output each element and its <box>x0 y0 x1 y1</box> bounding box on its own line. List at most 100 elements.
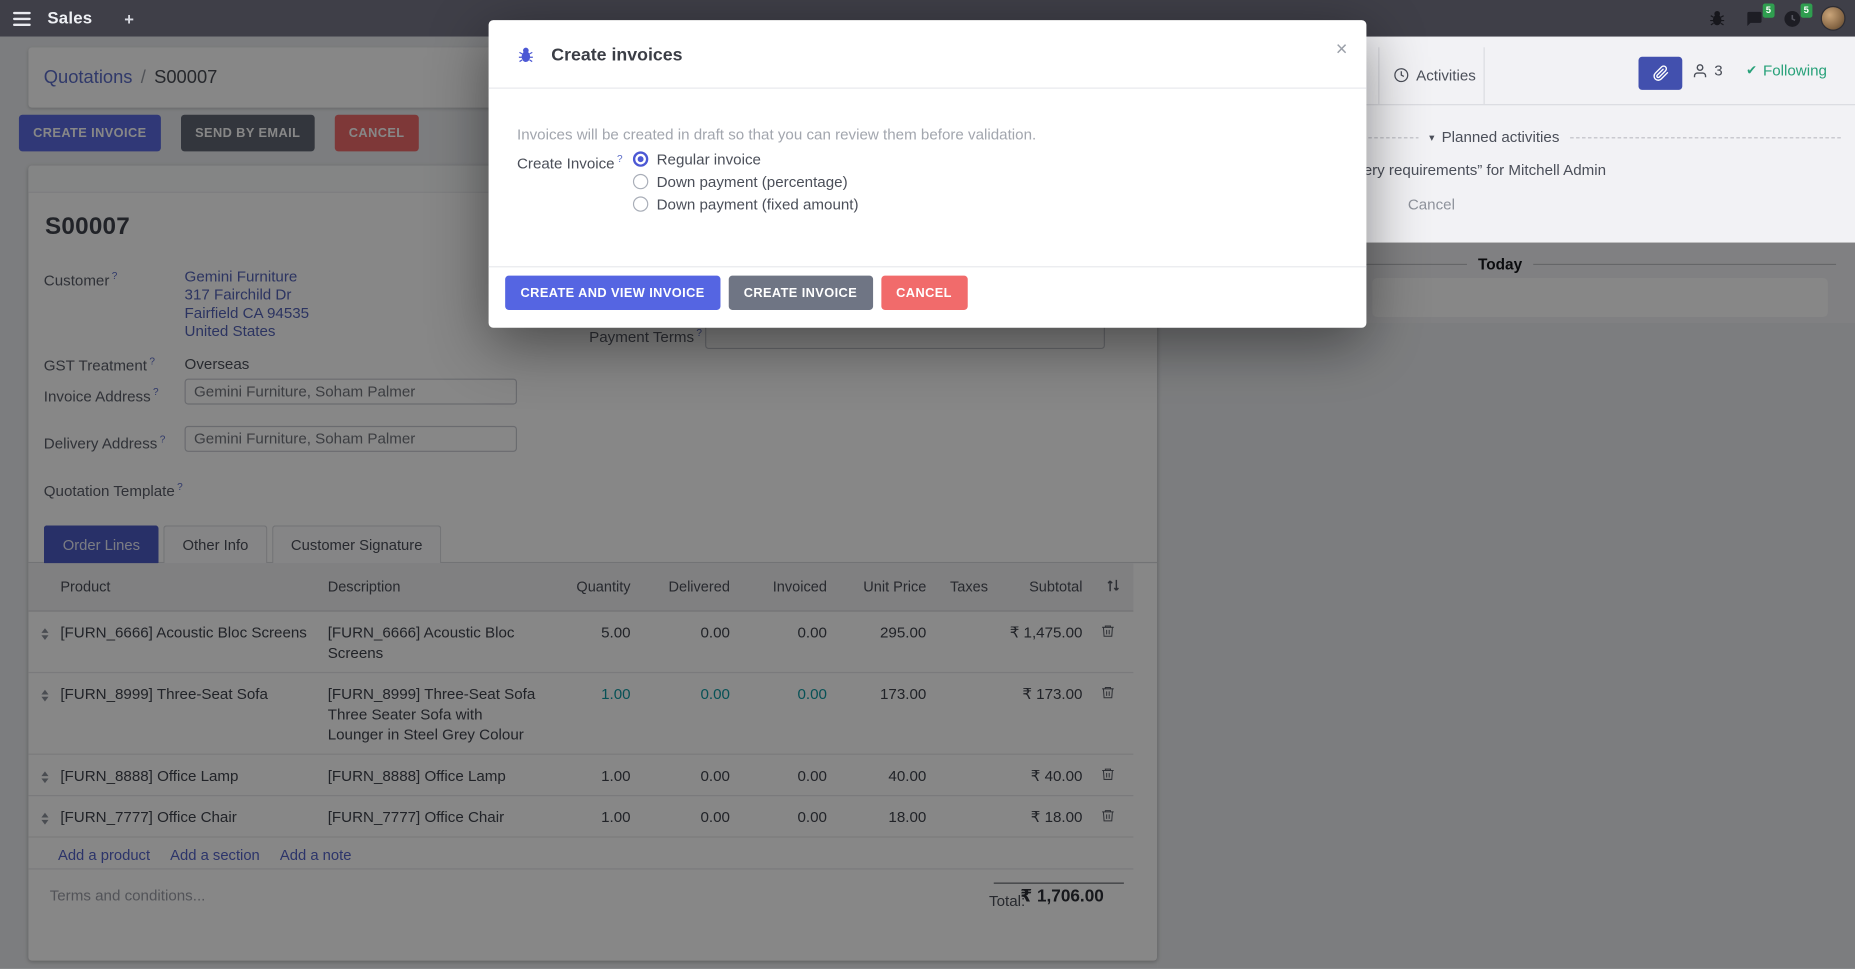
cell-description[interactable]: [FURN_8999] Three-Seat Sofa Three Seater… <box>327 684 536 743</box>
apps-menu-icon[interactable] <box>13 11 31 26</box>
invoice-address-field[interactable]: Gemini Furniture, Soham Palmer <box>184 378 517 405</box>
delete-row-icon[interactable] <box>1082 612 1133 672</box>
following-button[interactable]: ✔ Following <box>1746 61 1827 80</box>
radio-icon[interactable] <box>632 195 649 212</box>
create-invoice-field-label: Create Invoice? <box>516 152 623 172</box>
cell-unit-price[interactable]: 40.00 <box>888 766 927 785</box>
table-row[interactable]: [FURN_7777] Office Chair [FURN_7777] Off… <box>28 796 1134 838</box>
col-delivered[interactable]: Delivered <box>668 578 730 596</box>
customer-address-block: Gemini Furniture 317 Fairchild Dr Fairfi… <box>185 267 310 340</box>
drag-handle-icon[interactable] <box>28 755 60 795</box>
cell-quantity[interactable]: 1.00 <box>601 684 631 703</box>
message-row[interactable] <box>1372 278 1828 318</box>
breadcrumb-quotations[interactable]: Quotations <box>43 66 133 87</box>
breadcrumb-current: S00007 <box>154 66 218 87</box>
cell-description[interactable]: [FURN_6666] Acoustic Bloc Screens <box>327 623 515 662</box>
col-unit-price[interactable]: Unit Price <box>863 578 927 596</box>
cell-unit-price[interactable]: 295.00 <box>880 623 927 642</box>
cell-quantity[interactable]: 5.00 <box>601 623 631 642</box>
attach-files-button[interactable] <box>1638 56 1683 90</box>
cell-unit-price[interactable]: 18.00 <box>888 808 927 826</box>
add-a-section-link[interactable]: Add a section <box>170 847 260 864</box>
dialog-cancel-button[interactable]: CANCEL <box>880 275 968 310</box>
drag-handle-icon[interactable] <box>28 673 60 753</box>
col-description[interactable]: Description <box>327 578 401 596</box>
invoice-option[interactable]: Down payment (fixed amount) <box>632 195 859 212</box>
cell-quantity[interactable]: 1.00 <box>601 766 631 785</box>
invoice-option[interactable]: Regular invoice <box>632 150 859 167</box>
dialog-title: Create invoices <box>551 44 683 66</box>
tabs-underline <box>28 561 1158 564</box>
cell-quantity[interactable]: 1.00 <box>601 808 631 826</box>
optional-columns-icon[interactable] <box>1082 563 1133 610</box>
bug-icon <box>517 46 535 67</box>
add-a-note-link[interactable]: Add a note <box>279 847 352 864</box>
dialog-message: Invoices will be created in draft so tha… <box>516 125 1037 144</box>
add-a-product-link[interactable]: Add a product <box>57 847 151 864</box>
delivery-address-field[interactable]: Gemini Furniture, Soham Palmer <box>184 425 517 452</box>
delete-row-icon[interactable] <box>1082 755 1133 795</box>
notebook-tab[interactable]: Customer Signature <box>271 525 442 564</box>
table-row[interactable]: [FURN_8888] Office Lamp [FURN_8888] Offi… <box>28 755 1134 797</box>
activity-cancel-link[interactable]: Cancel <box>1407 195 1455 213</box>
cell-delivered: 0.00 <box>700 808 730 826</box>
customer-city[interactable]: Fairfield CA 94535 <box>184 303 310 322</box>
activities-clock-icon[interactable]: 5 <box>1783 2 1813 28</box>
col-product[interactable]: Product <box>60 578 111 596</box>
radio-icon[interactable] <box>632 173 649 189</box>
total-amount: ₹ 1,706.00 <box>1020 887 1104 907</box>
create-invoice-confirm-button[interactable]: CREATE INVOICE <box>728 275 873 310</box>
cell-product[interactable]: [FURN_8999] Three-Seat Sofa <box>60 684 268 703</box>
customer-link[interactable]: Gemini Furniture <box>184 267 298 286</box>
cell-description[interactable]: [FURN_8888] Office Lamp <box>327 766 506 785</box>
activity-summary[interactable]: “Delivery requirements” for Mitchell Adm… <box>1325 160 1607 179</box>
delivery-address-label: Delivery Address? <box>43 432 166 453</box>
drag-handle-icon[interactable] <box>28 612 60 672</box>
cell-product[interactable]: [FURN_7777] Office Chair <box>60 808 237 826</box>
app-menu-sales[interactable]: Sales <box>47 8 93 28</box>
notebook-tab[interactable]: Other Info <box>163 525 268 564</box>
create-and-view-invoice-button[interactable]: CREATE AND VIEW INVOICE <box>505 275 721 310</box>
cell-subtotal: ₹ 173.00 <box>1022 684 1083 703</box>
user-avatar[interactable] <box>1820 5 1846 31</box>
table-footer-links: Add a product Add a section Add a note <box>28 838 1134 870</box>
drag-handle-icon[interactable] <box>28 796 60 836</box>
debug-icon[interactable] <box>1708 9 1726 27</box>
delete-row-icon[interactable] <box>1082 796 1133 836</box>
notebook-tab[interactable]: Order Lines <box>43 525 159 564</box>
help-icon: ? <box>149 354 155 367</box>
col-subtotal[interactable]: Subtotal <box>1029 578 1083 596</box>
customer-street[interactable]: 317 Fairchild Dr <box>184 285 292 304</box>
delete-row-icon[interactable] <box>1082 673 1133 753</box>
table-row[interactable]: [FURN_8999] Three-Seat Sofa [FURN_8999] … <box>28 673 1134 755</box>
radio-icon[interactable] <box>632 150 649 167</box>
help-icon: ? <box>111 269 118 282</box>
cell-invoiced: 0.00 <box>797 623 827 642</box>
customer-country[interactable]: United States <box>184 322 276 340</box>
table-row[interactable]: [FURN_6666] Acoustic Bloc Screens [FURN_… <box>28 612 1134 674</box>
cancel-button[interactable]: CANCEL <box>334 114 419 152</box>
activities-tab[interactable]: Activities <box>1394 66 1476 84</box>
col-quantity[interactable]: Quantity <box>576 578 631 596</box>
help-icon: ? <box>696 326 703 339</box>
create-invoice-button[interactable]: CREATE INVOICE <box>18 114 161 152</box>
invoice-option[interactable]: Down payment (percentage) <box>632 172 859 190</box>
today-divider-line <box>1533 263 1837 266</box>
quotation-template-label: Quotation Template? <box>43 480 183 500</box>
cell-unit-price[interactable]: 173.00 <box>880 684 927 703</box>
cell-product[interactable]: [FURN_6666] Acoustic Bloc Screens <box>60 623 307 642</box>
col-invoiced[interactable]: Invoiced <box>772 578 827 596</box>
col-taxes[interactable]: Taxes <box>949 578 988 596</box>
gst-treatment-value[interactable]: Overseas <box>184 354 250 373</box>
planned-activities-toggle[interactable]: ▾ Planned activities <box>1418 128 1571 146</box>
followers-button[interactable]: 3 <box>1692 62 1723 79</box>
send-by-email-button[interactable]: SEND BY EMAIL <box>180 114 315 152</box>
close-icon[interactable]: × <box>1335 37 1348 61</box>
cell-description[interactable]: [FURN_7777] Office Chair <box>327 808 505 826</box>
terms-input[interactable]: Terms and conditions... <box>49 886 206 904</box>
messages-icon[interactable]: 5 <box>1745 2 1775 28</box>
create-invoices-dialog: Create invoices × Invoices will be creat… <box>488 20 1367 328</box>
new-tab-button[interactable]: + <box>124 8 134 28</box>
cell-invoiced: 0.00 <box>797 766 827 785</box>
cell-product[interactable]: [FURN_8888] Office Lamp <box>60 766 239 785</box>
